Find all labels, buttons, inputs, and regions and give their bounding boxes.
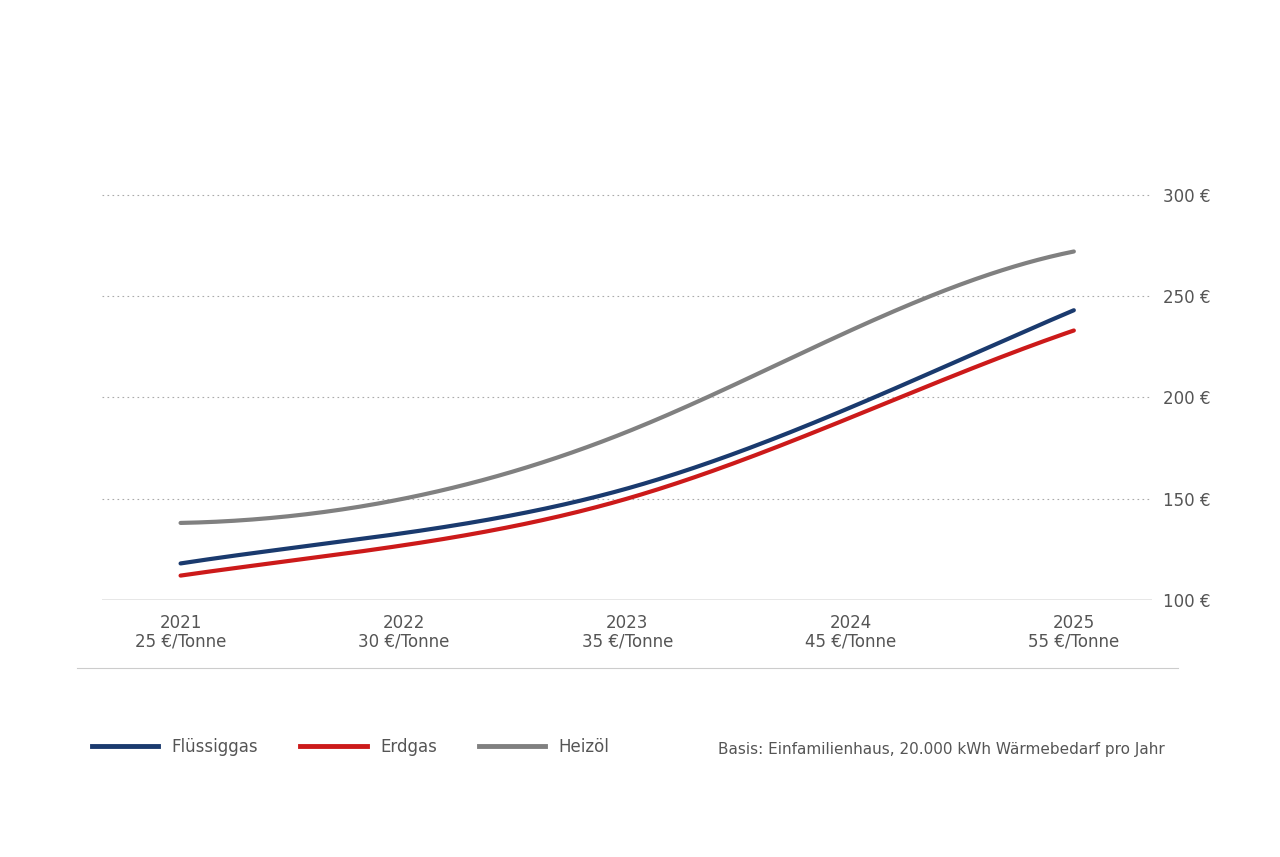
Text: 2021: 2021 (160, 614, 202, 632)
Text: 30 €/Tonne: 30 €/Tonne (358, 632, 449, 650)
Text: Basis: Einfamilienhaus, 20.000 kWh Wärmebedarf pro Jahr: Basis: Einfamilienhaus, 20.000 kWh Wärme… (718, 742, 1165, 758)
Text: 55 €/Tonne: 55 €/Tonne (1028, 632, 1120, 650)
Text: 2023: 2023 (605, 614, 649, 632)
Text: 45 €/Tonne: 45 €/Tonne (805, 632, 896, 650)
Text: 35 €/Tonne: 35 €/Tonne (581, 632, 673, 650)
Text: 2022: 2022 (383, 614, 425, 632)
Text: 2024: 2024 (829, 614, 872, 632)
Text: 25 €/Tonne: 25 €/Tonne (134, 632, 227, 650)
Legend: Flüssiggas, Erdgas, Heizöl: Flüssiggas, Erdgas, Heizöl (86, 732, 616, 763)
Text: 2025: 2025 (1052, 614, 1094, 632)
